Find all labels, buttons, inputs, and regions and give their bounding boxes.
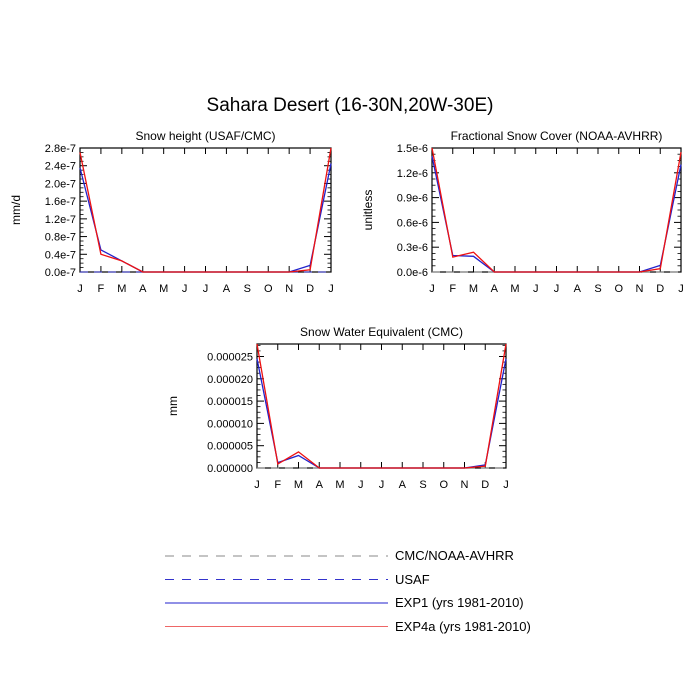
x-tick-label: J xyxy=(503,479,509,491)
y-tick-label: 0.8e-7 xyxy=(45,232,76,244)
x-tick-label: O xyxy=(439,479,448,491)
x-tick-label: D xyxy=(481,479,489,491)
x-tick-label: A xyxy=(399,479,407,491)
x-tick-label: M xyxy=(294,479,303,491)
x-tick-label: A xyxy=(491,283,499,295)
series-line-exp4a xyxy=(431,147,682,273)
x-tick-label: S xyxy=(419,479,426,491)
series-line-exp1 xyxy=(256,358,507,469)
x-tick-label: A xyxy=(139,283,147,295)
series-line-exp4a xyxy=(79,147,332,273)
panel-1: Snow height (USAF/CMC)J F M A M J J A S O N D J0.0e-… xyxy=(9,129,334,295)
x-tick-label: D xyxy=(306,283,314,295)
x-tick-label: M xyxy=(510,283,519,295)
y-tick-label: 1.2e-6 xyxy=(397,168,428,180)
y-axis-label: mm/d xyxy=(9,195,23,225)
y-tick-label: 2.4e-7 xyxy=(45,161,76,173)
series-line-exp1 xyxy=(431,156,682,273)
y-axis-label: unitless xyxy=(361,190,375,231)
x-tick-label: F xyxy=(98,283,105,295)
series-line-exp1 xyxy=(79,163,332,273)
y-tick-label: 0.000020 xyxy=(207,374,253,386)
x-tick-label: O xyxy=(264,283,273,295)
x-tick-label: J xyxy=(182,283,188,295)
x-tick-label: J xyxy=(203,283,209,295)
y-tick-label: 0.3e-6 xyxy=(397,242,428,254)
x-tick-label: J xyxy=(379,479,385,491)
y-tick-label: 0.000000 xyxy=(207,463,253,475)
y-axis-label: mm xyxy=(166,396,180,416)
x-tick-label: S xyxy=(594,283,601,295)
x-tick-label: A xyxy=(574,283,582,295)
series-line-exp4a xyxy=(256,343,507,469)
plot-frame xyxy=(79,147,332,273)
x-tick-label: F xyxy=(449,283,456,295)
y-tick-label: 0.0e-6 xyxy=(397,267,428,279)
x-tick-label: N xyxy=(636,283,644,295)
main-title: Sahara Desert (16-30N,20W-30E) xyxy=(206,95,494,116)
y-tick-label: 1.2e-7 xyxy=(45,214,76,226)
panel-title: Snow Water Equivalent (CMC) xyxy=(300,325,463,339)
y-tick-label: 0.9e-6 xyxy=(397,193,428,205)
y-tick-label: 0.000010 xyxy=(207,418,253,430)
x-tick-label: M xyxy=(159,283,168,295)
x-tick-label: J xyxy=(429,283,435,295)
x-tick-label: S xyxy=(244,283,251,295)
y-tick-label: 1.6e-7 xyxy=(45,196,76,208)
y-tick-label: 0.000005 xyxy=(207,441,253,453)
y-tick-label: 2.0e-7 xyxy=(45,178,76,190)
y-tick-label: 0.0e-7 xyxy=(45,267,76,279)
panel-title: Fractional Snow Cover (NOAA-AVHRR) xyxy=(451,129,663,143)
x-tick-label: J xyxy=(77,283,83,295)
x-tick-label: A xyxy=(223,283,231,295)
panel-3: Snow Water Equivalent (CMC)J F M A M J J A S O N D J… xyxy=(166,325,509,491)
y-tick-label: 0.6e-6 xyxy=(397,217,428,229)
x-tick-label: F xyxy=(274,479,281,491)
x-tick-label: J xyxy=(678,283,684,295)
x-tick-label: A xyxy=(316,479,324,491)
y-tick-label: 0.000025 xyxy=(207,351,253,363)
y-tick-label: 0.000015 xyxy=(207,396,253,408)
x-tick-label: N xyxy=(285,283,293,295)
y-tick-label: 2.8e-7 xyxy=(45,143,76,155)
x-tick-label: M xyxy=(117,283,126,295)
x-tick-label: J xyxy=(533,283,539,295)
y-tick-label: 1.5e-6 xyxy=(397,143,428,155)
x-tick-label: J xyxy=(358,479,364,491)
x-tick-label: M xyxy=(469,283,478,295)
x-tick-label: N xyxy=(461,479,469,491)
y-tick-label: 0.4e-7 xyxy=(45,249,76,261)
x-tick-label: J xyxy=(254,479,260,491)
panel-2: Fractional Snow Cover (NOAA-AVHRR)J F M A M J… xyxy=(361,129,684,295)
x-tick-label: M xyxy=(335,479,344,491)
plot-frame xyxy=(256,343,507,469)
x-tick-label: J xyxy=(554,283,560,295)
x-tick-label: O xyxy=(614,283,623,295)
panel-title: Snow height (USAF/CMC) xyxy=(135,129,275,143)
x-tick-label: J xyxy=(328,283,334,295)
x-tick-label: D xyxy=(656,283,664,295)
